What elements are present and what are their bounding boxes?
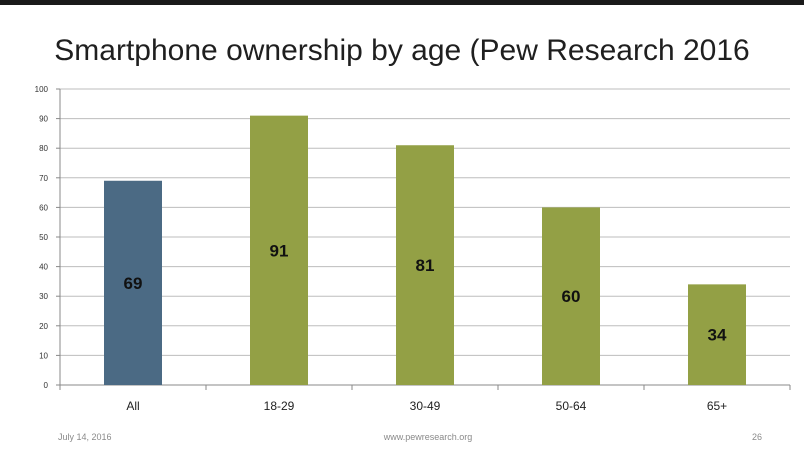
data-label-All: 69 bbox=[124, 274, 143, 293]
footer-date: July 14, 2016 bbox=[58, 432, 112, 442]
y-tick-label-40: 40 bbox=[39, 263, 48, 272]
x-tick-label-30-49: 30-49 bbox=[410, 399, 441, 413]
x-tick-label-18-29: 18-29 bbox=[264, 399, 295, 413]
bar-30-49 bbox=[396, 145, 454, 385]
x-tick-label-65+: 65+ bbox=[707, 399, 727, 413]
y-tick-label-80: 80 bbox=[39, 144, 48, 153]
bar-65+ bbox=[688, 284, 746, 385]
y-tick-label-70: 70 bbox=[39, 174, 48, 183]
data-label-18-29: 91 bbox=[270, 241, 289, 260]
y-tick-label-60: 60 bbox=[39, 203, 48, 212]
y-tick-label-10: 10 bbox=[39, 351, 48, 360]
x-tick-label-50-64: 50-64 bbox=[556, 399, 587, 413]
top-border bbox=[0, 0, 804, 5]
y-tick-label-20: 20 bbox=[39, 322, 48, 331]
bar-All bbox=[104, 180, 162, 385]
y-tick-label-50: 50 bbox=[39, 233, 48, 242]
data-label-30-49: 81 bbox=[416, 256, 435, 275]
y-tick-label-0: 0 bbox=[44, 381, 49, 390]
y-tick-label-90: 90 bbox=[39, 115, 48, 124]
bar-50-64 bbox=[542, 207, 600, 385]
y-tick-label-30: 30 bbox=[39, 292, 48, 301]
y-tick-label-100: 100 bbox=[35, 85, 49, 94]
x-tick-label-All: All bbox=[126, 399, 139, 413]
footer-site: www.pewresearch.org bbox=[383, 432, 473, 442]
chart-title: Smartphone ownership by age (Pew Researc… bbox=[54, 34, 750, 67]
data-label-50-64: 60 bbox=[562, 287, 581, 306]
footer-page-number: 26 bbox=[752, 432, 763, 442]
bar-18-29 bbox=[250, 115, 308, 385]
data-label-65+: 34 bbox=[708, 326, 727, 345]
